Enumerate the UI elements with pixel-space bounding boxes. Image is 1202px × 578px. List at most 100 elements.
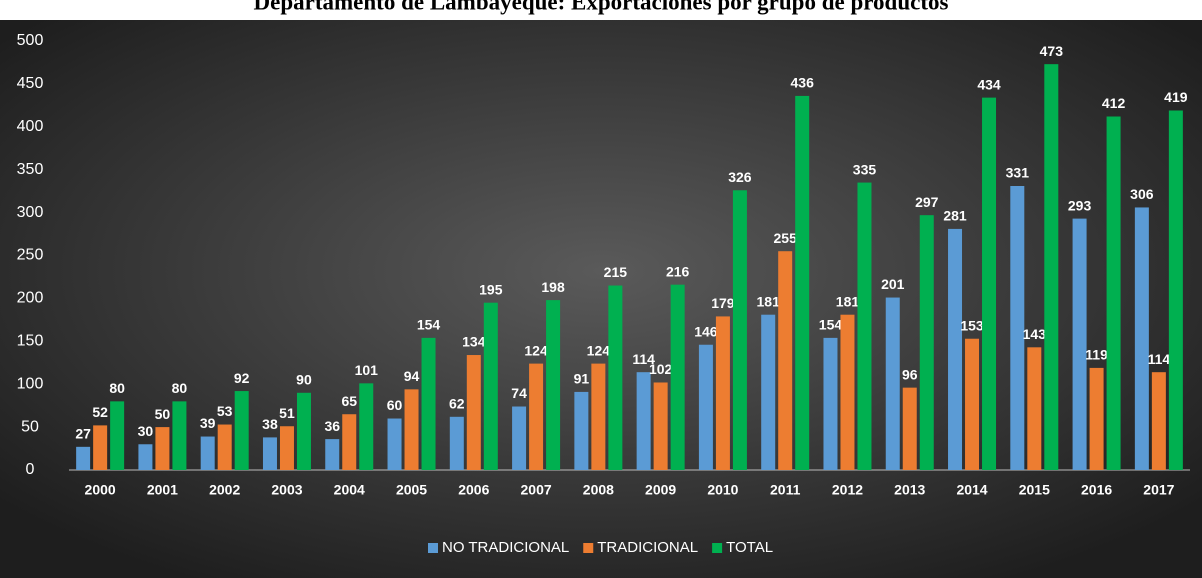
value-label: 306 <box>1130 186 1154 202</box>
bar <box>1010 186 1025 470</box>
bar <box>138 444 153 470</box>
value-label: 154 <box>417 317 441 333</box>
x-tick-label: 2005 <box>396 482 427 498</box>
value-label: 195 <box>479 281 503 297</box>
bar <box>885 297 900 470</box>
bar <box>359 383 374 470</box>
value-label: 119 <box>1085 347 1108 363</box>
bar <box>217 424 232 470</box>
value-label: 91 <box>574 371 590 387</box>
bar <box>823 337 838 470</box>
bar <box>948 228 963 470</box>
bar <box>404 389 419 470</box>
value-label: 53 <box>217 403 233 419</box>
bar <box>234 391 249 470</box>
bar <box>636 372 651 470</box>
x-tick-label: 2001 <box>147 482 178 498</box>
legend-swatch <box>583 543 594 553</box>
bar <box>449 416 464 470</box>
x-tick-label: 2017 <box>1143 482 1174 498</box>
value-label: 143 <box>1023 326 1047 342</box>
y-tick-label: 350 <box>17 161 44 178</box>
legend-swatch <box>428 543 438 553</box>
value-label: 80 <box>172 380 188 396</box>
bar <box>1089 367 1104 470</box>
bar <box>919 215 934 470</box>
value-label: 293 <box>1068 197 1092 213</box>
bar <box>387 418 402 470</box>
value-label: 146 <box>694 323 718 339</box>
value-label: 102 <box>649 361 673 377</box>
bar <box>296 392 311 470</box>
value-label: 114 <box>1148 351 1171 367</box>
x-tick-label: 2016 <box>1081 482 1112 498</box>
bar <box>902 387 917 470</box>
bar <box>342 414 357 470</box>
x-tick-label: 2015 <box>1019 482 1050 498</box>
bar <box>466 355 481 470</box>
y-tick-label: 500 <box>17 32 44 49</box>
value-label: 36 <box>324 418 340 434</box>
value-label: 94 <box>404 368 420 384</box>
bar <box>591 363 606 470</box>
value-label: 51 <box>279 405 295 421</box>
value-label: 74 <box>511 385 527 401</box>
x-tick-label: 2012 <box>832 482 863 498</box>
legend-label: NO TRADICIONAL <box>442 539 569 556</box>
bar <box>93 425 108 470</box>
bar <box>608 285 623 470</box>
x-tick-label: 2008 <box>583 482 614 498</box>
value-label: 114 <box>632 351 655 367</box>
y-tick-label: 100 <box>17 375 44 392</box>
bar <box>1134 207 1149 470</box>
bar <box>732 190 747 471</box>
bar <box>200 436 215 470</box>
value-label: 154 <box>819 317 843 333</box>
x-tick-label: 2014 <box>956 482 987 498</box>
value-label: 65 <box>341 393 357 409</box>
value-label: 134 <box>462 334 486 350</box>
y-tick-label: 400 <box>17 118 44 135</box>
value-label: 90 <box>296 371 312 387</box>
y-tick-label: 0 <box>26 461 35 478</box>
bar <box>279 426 294 470</box>
bar <box>840 314 855 470</box>
value-label: 27 <box>75 426 91 442</box>
value-label: 201 <box>881 276 905 292</box>
value-label: 434 <box>977 76 1001 92</box>
y-tick-label: 300 <box>17 204 44 221</box>
value-label: 80 <box>109 380 125 396</box>
x-tick-label: 2013 <box>894 482 925 498</box>
bar <box>698 344 713 470</box>
value-label: 30 <box>138 423 154 439</box>
value-label: 181 <box>836 293 860 309</box>
value-label: 124 <box>524 342 548 358</box>
value-label: 255 <box>774 230 798 246</box>
x-tick-label: 2003 <box>271 482 302 498</box>
x-tick-label: 2006 <box>458 482 489 498</box>
value-label: 331 <box>1006 165 1030 181</box>
bar <box>857 182 872 470</box>
value-label: 153 <box>960 317 984 333</box>
x-tick-label: 2007 <box>521 482 552 498</box>
bar <box>76 446 91 470</box>
bar <box>512 406 527 470</box>
bar <box>172 401 187 470</box>
bar <box>574 391 589 470</box>
bar <box>982 97 997 471</box>
bar <box>653 382 668 470</box>
value-label: 124 <box>587 342 611 358</box>
legend-label: TOTAL <box>726 539 773 556</box>
value-label: 181 <box>757 293 781 309</box>
bar <box>1106 116 1121 470</box>
bar <box>715 316 730 470</box>
bar <box>262 437 277 470</box>
y-tick-label: 200 <box>17 290 44 307</box>
x-tick-label: 2004 <box>334 482 365 498</box>
value-label: 473 <box>1040 43 1064 59</box>
bar <box>965 338 980 470</box>
value-label: 281 <box>943 208 967 224</box>
value-label: 62 <box>449 396 465 412</box>
bar <box>110 401 125 470</box>
